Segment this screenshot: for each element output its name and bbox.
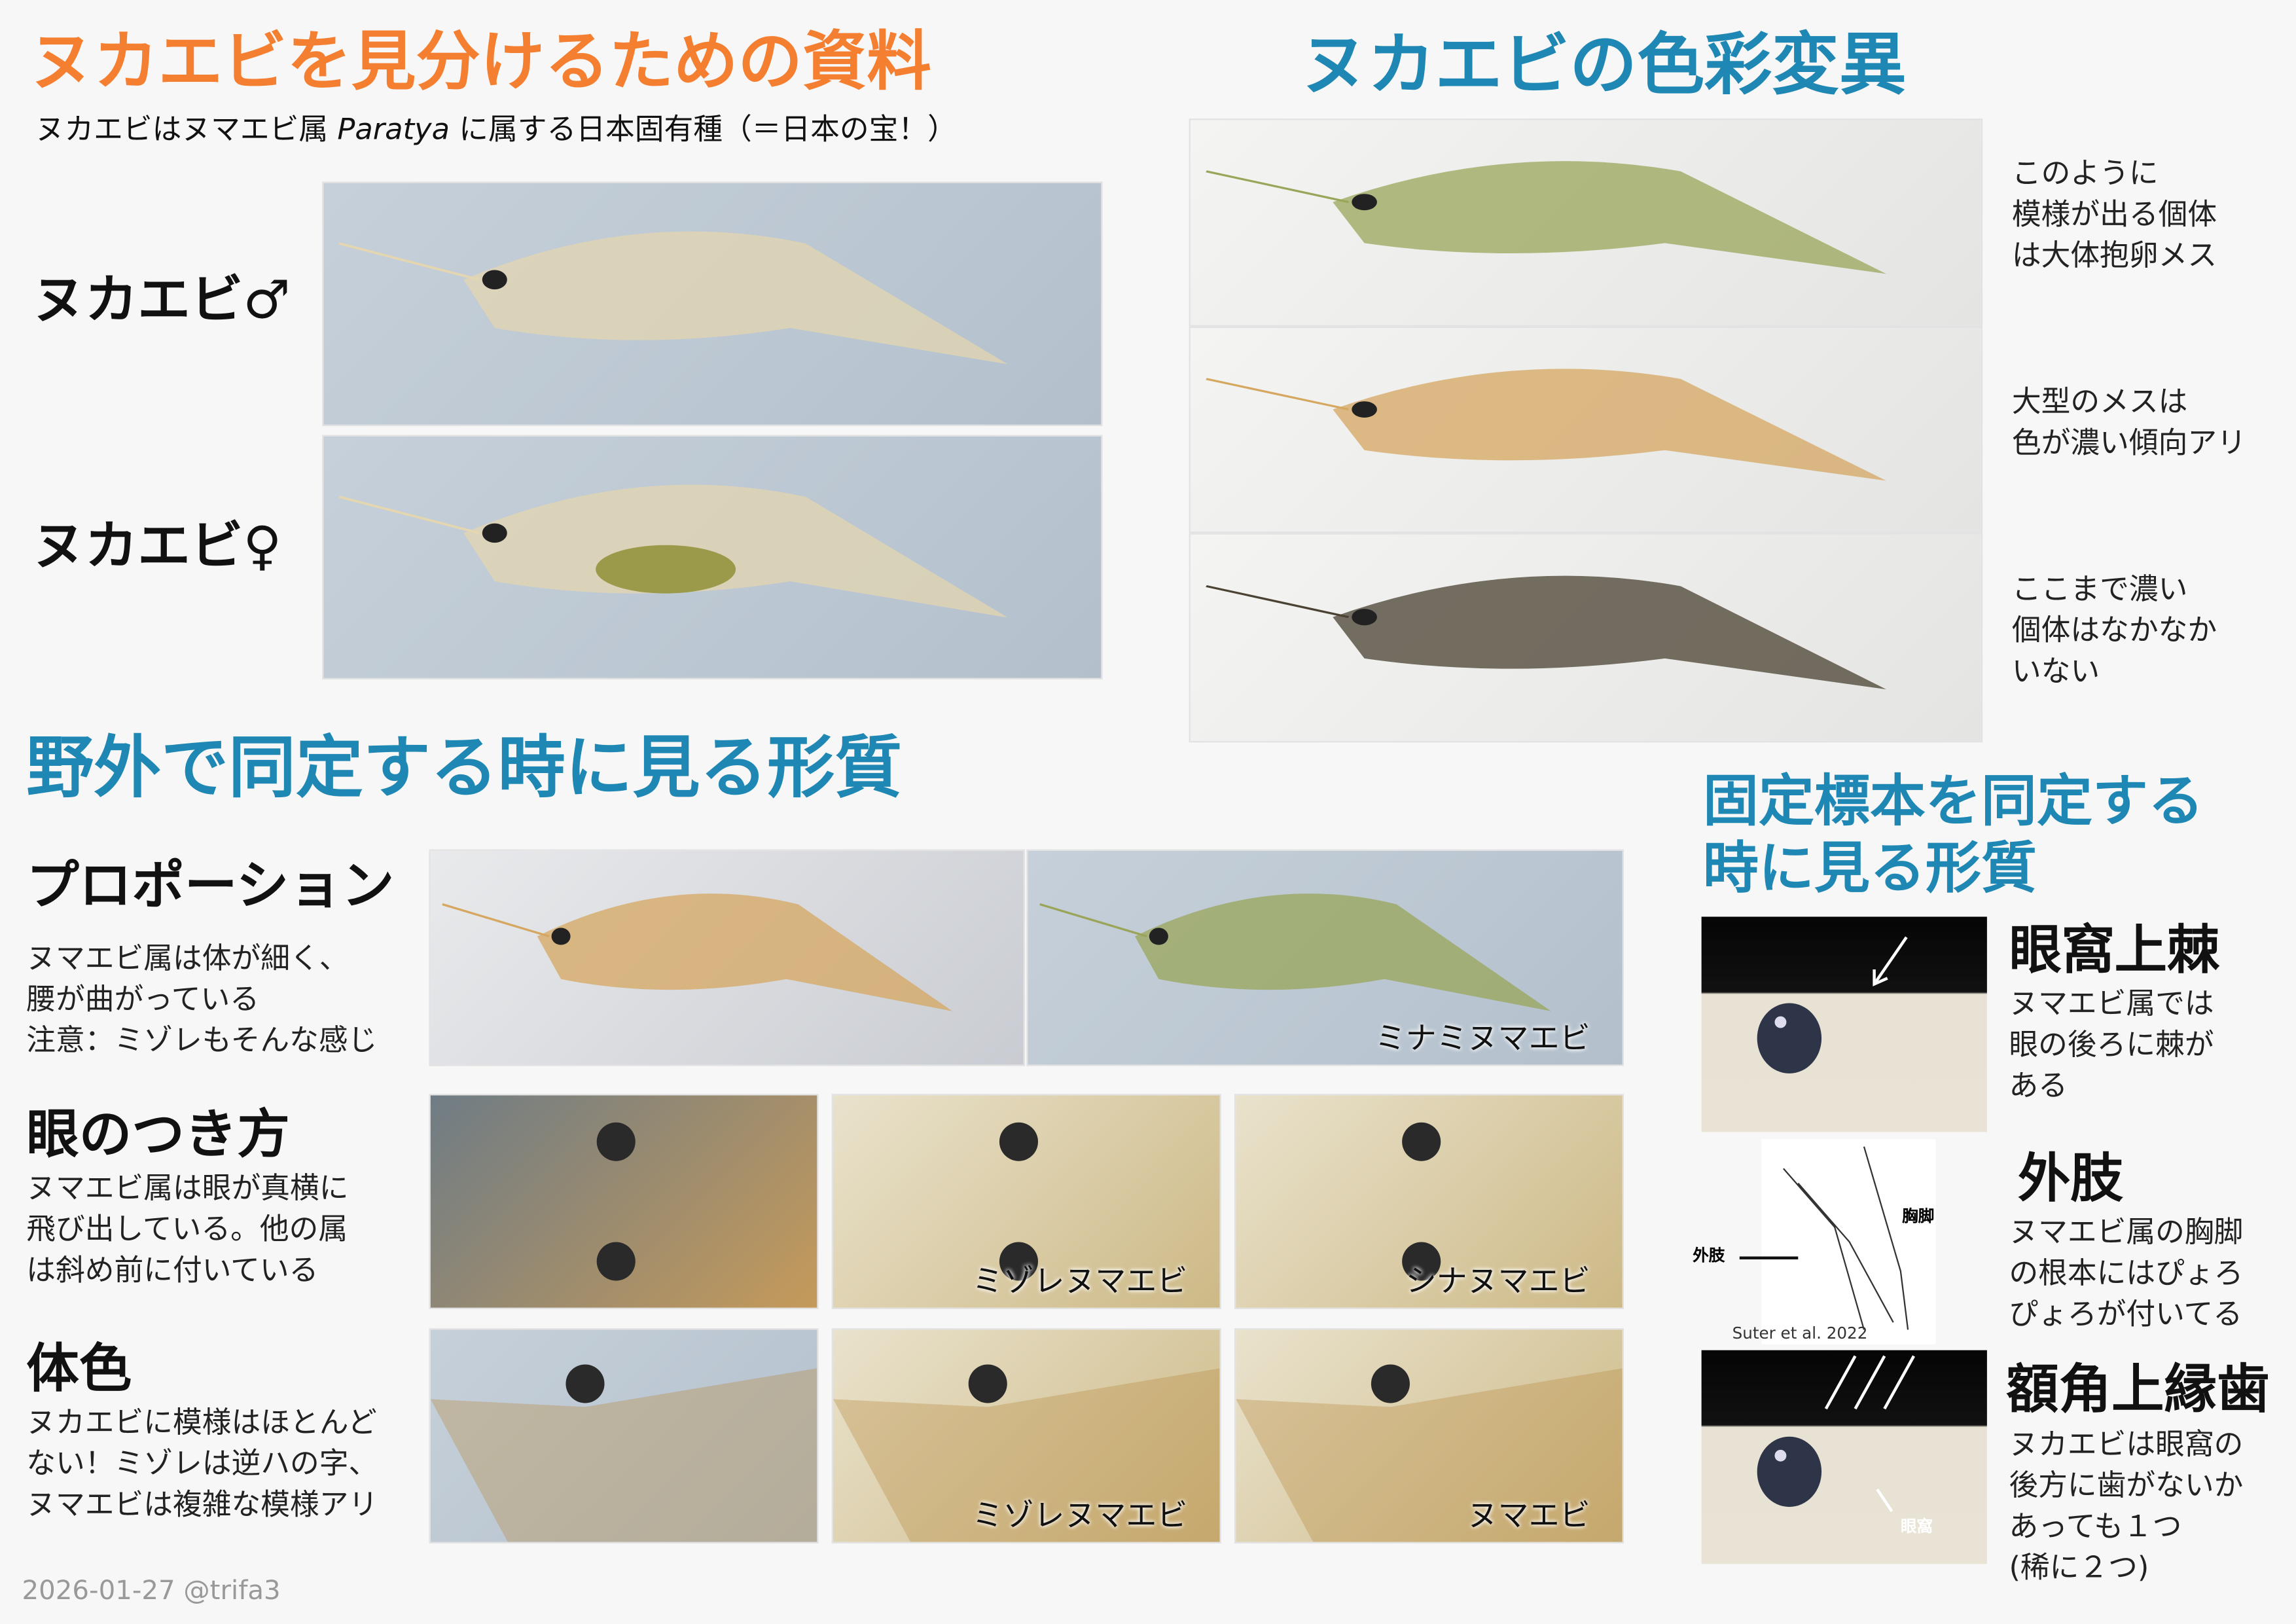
exopod-figure: 胸脚 Suter et al. 2022 (1732, 1139, 1936, 1344)
exopod-heading: 外肢 (2017, 1149, 2123, 1210)
shrimp-silhouette (338, 484, 1008, 618)
arrow-icon (1873, 936, 1908, 985)
female-shrimp-photo (322, 435, 1103, 680)
eye-photo-nukaebi (429, 1094, 819, 1310)
page-title: ヌカエビを見分けるための資料 (29, 25, 931, 100)
photo-caption: ヌマエビ (1467, 1498, 1590, 1534)
shrimp-closeup (1402, 1122, 1441, 1281)
eye-text: ヌマエビ属は眼が真横に 飛び出している。他の属 は斜め前に付いている (26, 1170, 349, 1288)
variation-note-2: 大型のメスは 色が濃い傾向アリ (2011, 384, 2246, 460)
figure-credit: Suter et al. 2022 (1732, 1324, 1868, 1343)
variation-note-3: ここまで濃い 個体はなかなか いない (2011, 571, 2217, 689)
arrow-icon (1824, 1355, 1915, 1513)
photo-caption: ミナミヌマエビ (1374, 1020, 1590, 1056)
subtitle-text: に属する日本固有種（＝日本の宝！） (450, 111, 957, 147)
bodycolor-photo-mizore: ミゾレヌマエビ (831, 1328, 1221, 1544)
variation-photo-large-female (1189, 326, 1983, 533)
proportion-photo-nukaebi (429, 849, 1026, 1066)
shrimp-silhouette (1206, 161, 1886, 274)
exopod-text: ヌマエビ属の胸脚 の根本にはぴょろ ぴょろが付いてる (2009, 1214, 2244, 1331)
bodycolor-heading: 体色 (26, 1340, 132, 1400)
page-subtitle: ヌカエビはヌマエビ属 Paratya に属する日本固有種（＝日本の宝！） (35, 105, 957, 148)
pereopod-label: 胸脚 (1902, 1206, 1935, 1226)
footer-credit: 2026-01-27 @trifa3 (22, 1576, 281, 1607)
photo-caption: ミゾレヌマエビ (972, 1498, 1188, 1534)
proportion-text: ヌマエビ属は体が細く、 腰が曲がっている 注意：ミゾレもそんな感じ (26, 940, 378, 1058)
genus-name: Paratya (337, 111, 450, 147)
color-variation-title: ヌカエビの色彩変異 (1300, 25, 1907, 104)
variation-photo-dark (1189, 533, 1983, 743)
supraorbital-heading: 眼窩上棘 (2009, 921, 2220, 981)
rostral-teeth-photo: 眼窩 (1701, 1350, 1987, 1564)
shrimp-silhouette (442, 893, 953, 1011)
supraorbital-text: ヌマエビ属では 眼の後ろに棘が ある (2009, 985, 2214, 1103)
photo-caption: ミゾレヌマエビ (972, 1263, 1188, 1299)
bodycolor-photo-nukaebi (429, 1328, 819, 1544)
rostral-text: ヌカエビは眼窩の 後方に歯がないか あっても１つ (稀に２つ) (2009, 1426, 2244, 1585)
shrimp-silhouette (1206, 369, 1886, 481)
shrimp-silhouette (1206, 575, 1886, 690)
shrimp-closeup (430, 1364, 817, 1542)
subtitle-text: ヌカエビはヌマエビ属 (35, 111, 338, 147)
eye-photo-shina: シナヌマエビ (1234, 1094, 1624, 1310)
variation-note-1: このように 模様が出る個体 は大体抱卵メス (2011, 155, 2217, 273)
bodycolor-photo-numaebi: ヌマエビ (1234, 1328, 1624, 1544)
eye-heading: 眼のつき方 (26, 1106, 291, 1166)
field-title: 野外で同定する時に見る形質 (26, 727, 903, 807)
proportion-photo-minami: ミナミヌマエビ (1026, 849, 1624, 1066)
shrimp-closeup (596, 1122, 636, 1281)
orbit-label: 眼窩 (1900, 1517, 1933, 1536)
male-shrimp-photo (322, 181, 1103, 427)
specimen-title: 固定標本を同定する 時に見る形質 (1702, 768, 2204, 901)
variation-photo-patterned (1189, 118, 1983, 327)
shrimp-closeup (833, 1364, 1220, 1542)
female-label: ヌカエビ♀ (32, 516, 282, 577)
exopod-label: 外肢 (1693, 1246, 1725, 1265)
arrow-icon (1739, 1256, 1799, 1259)
supraorbital-spine-photo (1701, 916, 1987, 1132)
bodycolor-text: ヌカエビに模様はほとんど ない！ミゾレは逆ハの字、 ヌマエビは複雑な模様アリ (26, 1404, 378, 1522)
shrimp-silhouette (338, 231, 1008, 365)
shrimp-silhouette (1039, 893, 1551, 1011)
proportion-heading: プロポーション (26, 856, 395, 917)
eye-photo-mizore: ミゾレヌマエビ (831, 1094, 1221, 1310)
photo-caption: シナヌマエビ (1405, 1263, 1590, 1299)
rostral-heading: 額角上縁歯 (2005, 1360, 2270, 1421)
shrimp-closeup (1236, 1364, 1623, 1542)
shrimp-closeup (999, 1122, 1038, 1281)
male-label: ヌカエビ♂ (32, 270, 291, 331)
